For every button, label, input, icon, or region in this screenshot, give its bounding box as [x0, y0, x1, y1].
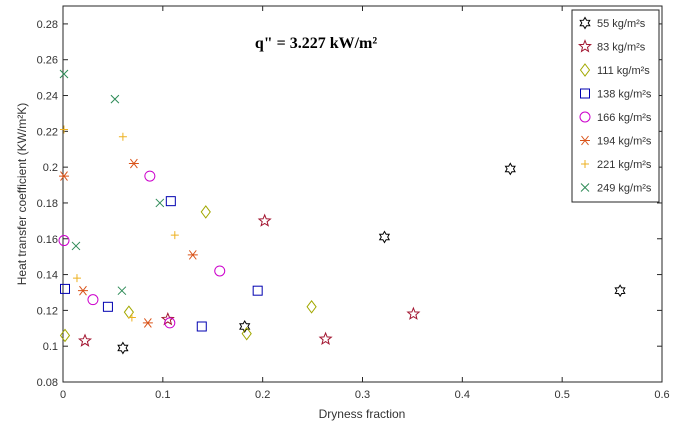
x-tick-label: 0.5 — [555, 389, 570, 401]
data-point — [200, 205, 211, 219]
y-tick-label: 0.1 — [43, 341, 58, 353]
data-point — [214, 265, 226, 277]
data-point — [318, 331, 333, 346]
data-point — [117, 286, 127, 296]
y-tick-label: 0.26 — [37, 55, 58, 67]
series-8 — [59, 69, 165, 296]
series-7 — [59, 125, 179, 322]
y-tick-label: 0.22 — [37, 126, 58, 138]
data-point — [77, 285, 88, 296]
data-point — [165, 196, 176, 207]
data-point — [59, 283, 70, 294]
series-3 — [59, 205, 317, 343]
legend-marker — [580, 88, 590, 99]
x-tick-label: 0 — [60, 389, 66, 401]
data-point — [170, 231, 179, 240]
data-point — [406, 306, 421, 320]
data-point — [71, 241, 81, 251]
y-tick-label: 0.14 — [37, 270, 58, 282]
series-2 — [78, 213, 421, 347]
data-point — [164, 317, 176, 329]
data-point — [142, 318, 153, 328]
legend-label: 83 kg/m²s — [597, 42, 646, 54]
data-point — [614, 284, 626, 298]
legend-marker — [579, 111, 591, 123]
data-point — [257, 213, 272, 227]
data-point — [102, 301, 113, 312]
data-point — [59, 125, 68, 134]
data-point — [58, 235, 70, 247]
data-point — [118, 132, 127, 141]
data-point — [187, 250, 198, 260]
y-tick-label: 0.24 — [37, 91, 58, 103]
legend-label: 221 kg/m²s — [597, 159, 652, 171]
x-tick-label: 0.1 — [155, 389, 170, 401]
data-point — [59, 69, 69, 79]
y-axis-label: Heat transfer coefficient (KW/m²K) — [15, 103, 29, 286]
data-point — [87, 294, 99, 306]
x-axis-label: Dryness fraction — [319, 407, 406, 421]
data-point — [58, 171, 69, 181]
series-6 — [58, 158, 198, 328]
y-tick-label: 0.08 — [37, 377, 58, 389]
legend-marker — [579, 16, 591, 30]
data-point — [128, 158, 139, 169]
data-point — [160, 311, 175, 326]
legend-label: 138 kg/m²s — [597, 89, 652, 101]
legend-marker — [579, 63, 591, 77]
legend-label: 111 kg/m²s — [597, 65, 650, 77]
data-point — [72, 274, 81, 283]
data-point — [127, 313, 136, 322]
axis-ticks: 0 0.1 0.2 0.3 0.4 0.5 0.6 0.08 0.1 0.12 0.14 0.16 0.… — [37, 6, 670, 401]
data-point — [144, 170, 156, 182]
x-tick-label: 0.3 — [355, 389, 370, 401]
legend-label: 166 kg/m²s — [597, 112, 652, 124]
data-points — [58, 69, 626, 355]
y-tick-label: 0.16 — [37, 234, 58, 246]
legend-marker — [581, 160, 589, 168]
data-point — [117, 341, 129, 355]
legend-marker — [580, 183, 590, 192]
y-tick-label: 0.12 — [37, 305, 58, 317]
legend-label: 249 kg/m²s — [597, 183, 652, 195]
data-point — [59, 328, 71, 343]
legend-box — [571, 9, 660, 203]
legend-marker — [580, 135, 590, 146]
y-tick-label: 0.18 — [37, 198, 58, 210]
legend: 55 kg/m²s 83 kg/m²s 111 kg/m²s 138 kg/m²s 16… — [571, 9, 660, 203]
series-4 — [59, 196, 263, 332]
legend-marker — [578, 39, 592, 53]
data-point — [378, 230, 391, 244]
chart-title: q" = 3.227 kW/m² — [255, 35, 378, 52]
data-point — [306, 299, 317, 314]
data-point — [196, 321, 207, 332]
data-point — [78, 333, 93, 347]
x-tick-label: 0.2 — [255, 389, 270, 401]
data-point — [239, 320, 251, 333]
x-tick-label: 0.4 — [455, 389, 470, 401]
y-tick-label: 0.28 — [37, 19, 58, 31]
data-point — [252, 285, 263, 296]
data-point — [504, 162, 516, 176]
data-point — [110, 94, 120, 104]
data-point — [241, 326, 252, 341]
series-5 — [58, 170, 226, 329]
y-tick-label: 0.2 — [43, 162, 58, 174]
plot-area — [62, 5, 663, 383]
legend-label: 55 kg/m²s — [597, 18, 646, 30]
x-tick-label: 0.6 — [654, 389, 669, 401]
legend-label: 194 kg/m²s — [597, 136, 652, 148]
data-point — [123, 305, 135, 320]
data-point — [155, 198, 165, 208]
series-1 — [117, 162, 626, 355]
